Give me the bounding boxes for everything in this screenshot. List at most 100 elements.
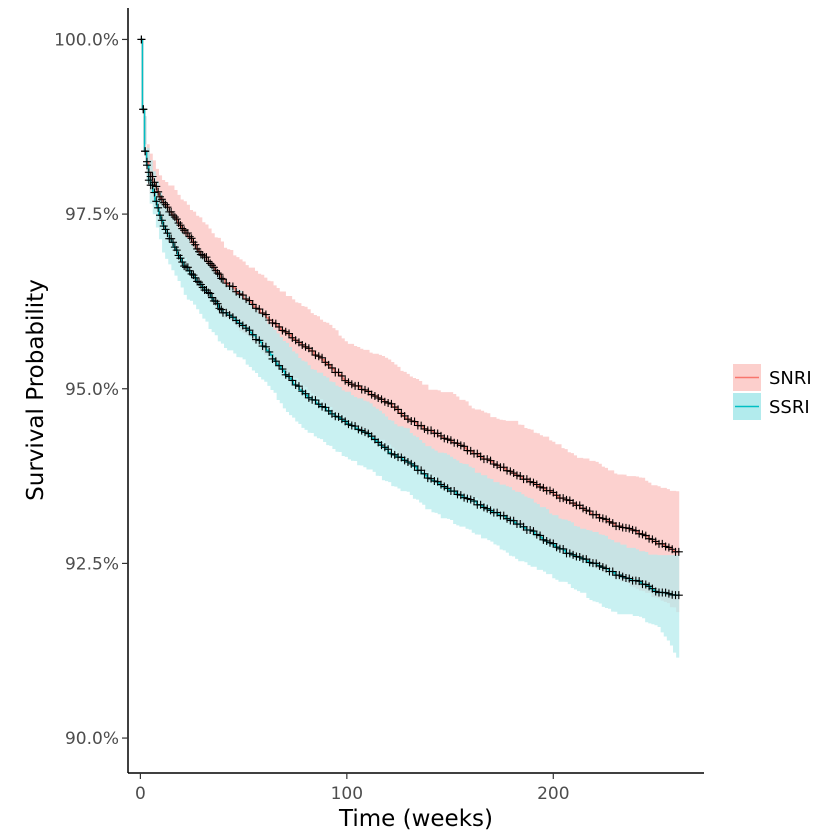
confidence-band-ssri: [140, 39, 680, 661]
censor-mark-ssri: [565, 549, 574, 558]
censor-mark-snri: [506, 467, 515, 476]
censor-mark-ssri: [285, 372, 294, 381]
censor-mark-snri: [281, 327, 290, 336]
censor-mark-snri: [245, 296, 254, 305]
censor-mark-snri: [483, 455, 492, 464]
censor-mark-snri: [172, 215, 181, 224]
censor-mark-snri: [493, 461, 502, 470]
censor-mark-ssri: [252, 335, 260, 344]
censor-mark-snri: [278, 326, 287, 335]
censor-mark-ssri: [351, 422, 360, 431]
censor-mark-ssri: [281, 370, 290, 379]
censor-mark-snri: [235, 290, 244, 299]
censor-mark-ssri: [436, 480, 445, 489]
censor-mark-ssri: [294, 382, 303, 391]
censor-mark-ssri: [208, 293, 217, 302]
censor-mark-ssri: [384, 445, 393, 454]
censor-mark-ssri: [161, 225, 170, 234]
censor-mark-ssri: [344, 420, 353, 429]
confidence-band-snri: [140, 39, 680, 613]
censor-mark-ssri: [400, 456, 409, 465]
censor-mark-ssri: [261, 342, 270, 351]
censor-mark-snri: [579, 504, 588, 513]
legend: SNRI SSRI: [733, 364, 812, 420]
censor-mark-ssri: [529, 527, 538, 536]
censor-mark-snri: [394, 405, 403, 414]
censor-mark-ssri: [331, 412, 340, 421]
censor-mark-snri: [367, 390, 376, 399]
censor-mark-ssri: [357, 426, 366, 435]
censor-mark-ssri: [417, 466, 426, 475]
censor-mark-ssri: [420, 469, 429, 478]
censor-mark-ssri: [288, 376, 297, 385]
censor-mark-snri: [285, 329, 294, 338]
censor-mark-ssri: [172, 246, 181, 255]
censor-mark-snri: [585, 507, 594, 516]
censor-mark-ssri: [142, 161, 151, 170]
censor-mark-snri: [526, 477, 535, 486]
y-axis-ticks: 90.0% 92.5% 95.0% 97.5% 100.0%: [54, 30, 128, 749]
censor-mark-snri: [417, 421, 426, 430]
censor-mark-ssri: [278, 365, 287, 374]
censor-mark-snri: [248, 300, 257, 309]
censor-mark-snri: [595, 513, 604, 522]
censor-mark-snri: [334, 368, 343, 377]
censor-mark-ssri: [187, 269, 196, 278]
censor-mark-snri: [545, 486, 554, 495]
censor-mark-ssri: [661, 588, 670, 597]
censor-mark-snri: [410, 417, 419, 426]
censor-mark-snri: [183, 228, 192, 237]
censor-mark-ssri: [167, 234, 176, 243]
censor-mark-ssri: [204, 288, 213, 297]
censor-mark-ssri: [585, 558, 594, 567]
censor-mark-ssri: [275, 361, 284, 370]
y-tick-label: 100.0%: [54, 30, 119, 50]
censor-mark-ssri: [674, 591, 683, 600]
x-axis-title: Time (weeks): [338, 806, 493, 832]
censor-mark-ssri: [552, 543, 561, 552]
censor-mark-snri: [562, 495, 571, 504]
censor-mark-snri: [268, 318, 277, 327]
censor-mark-snri: [374, 393, 383, 402]
censor-mark-ssri: [301, 389, 310, 398]
censor-mark-ssri: [539, 535, 548, 544]
censor-mark-ssri: [625, 574, 634, 583]
censor-mark-ssri: [651, 587, 660, 596]
censor-mark-ssri: [291, 380, 300, 389]
censor-mark-ssri: [206, 289, 215, 298]
censor-mark-ssri: [180, 262, 189, 271]
censor-mark-ssri: [228, 313, 237, 322]
censor-mark-snri: [148, 172, 157, 181]
censor-mark-snri: [318, 353, 327, 362]
censor-mark-snri: [615, 522, 624, 531]
censor-mark-ssri: [450, 487, 459, 496]
censor-mark-ssri: [559, 544, 568, 553]
censor-mark-ssri: [598, 563, 607, 572]
censor-mark-ssri: [641, 580, 650, 589]
censor-mark-ssri: [156, 211, 164, 220]
censor-mark-snri: [354, 381, 363, 390]
censor-mark-snri: [582, 506, 591, 515]
censor-mark-ssri: [509, 516, 518, 525]
censor-mark-snri: [217, 274, 226, 283]
censor-mark-snri: [387, 399, 396, 408]
censor-mark-ssri: [423, 474, 432, 483]
censor-mark-snri: [384, 398, 393, 407]
censor-mark-snri: [638, 530, 647, 539]
censor-mark-snri: [512, 471, 521, 480]
censor-mark-ssri: [664, 589, 673, 598]
censor-mark-snri: [344, 378, 353, 387]
y-tick-label: 90.0%: [65, 729, 119, 749]
censor-mark-snri: [337, 371, 346, 380]
censor-mark-snri: [218, 275, 227, 284]
censor-mark-ssri: [321, 403, 330, 412]
censor-mark-snri: [242, 295, 251, 304]
censor-mark-snri: [635, 529, 644, 538]
censor-mark-ssri: [150, 188, 159, 197]
censor-mark-ssri: [387, 449, 396, 458]
censor-mark-ssri: [582, 555, 591, 564]
censor-mark-ssri: [242, 324, 251, 333]
censor-marks: [137, 35, 683, 600]
censor-mark-snri: [291, 336, 300, 345]
censor-mark-snri: [341, 376, 350, 385]
